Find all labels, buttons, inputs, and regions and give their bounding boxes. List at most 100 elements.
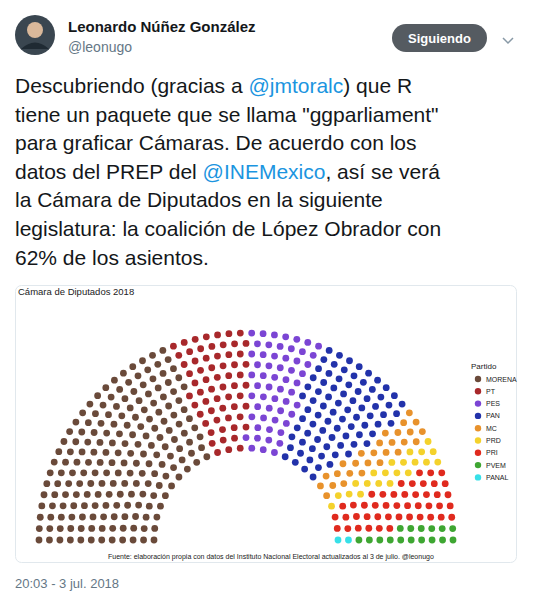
seat bbox=[121, 513, 128, 520]
seat bbox=[407, 525, 414, 532]
seat bbox=[60, 502, 67, 509]
seat bbox=[175, 374, 182, 381]
seat bbox=[144, 366, 151, 373]
seat bbox=[327, 461, 334, 468]
seat bbox=[346, 491, 353, 498]
seat bbox=[77, 537, 84, 544]
seat bbox=[260, 446, 267, 453]
tweet-text: 62% de los asientos. bbox=[15, 246, 209, 269]
seat bbox=[266, 384, 273, 391]
seat bbox=[151, 470, 158, 477]
legend-label: PAN bbox=[486, 412, 500, 419]
seat bbox=[143, 433, 150, 440]
seat bbox=[130, 388, 137, 395]
seat bbox=[162, 492, 169, 499]
seat bbox=[260, 372, 267, 379]
seat bbox=[369, 430, 376, 437]
seat bbox=[310, 397, 317, 404]
seat bbox=[122, 395, 129, 402]
seat bbox=[342, 514, 349, 521]
seat bbox=[428, 525, 435, 532]
seat bbox=[237, 351, 244, 358]
seat bbox=[248, 392, 255, 399]
seat bbox=[43, 480, 50, 487]
seat bbox=[310, 374, 317, 381]
seat bbox=[351, 441, 358, 448]
timestamp: 20:03 - 3 jul. 2018 bbox=[15, 576, 119, 591]
seat bbox=[49, 502, 56, 509]
seat bbox=[332, 514, 339, 521]
seat bbox=[88, 537, 95, 544]
seat bbox=[427, 514, 434, 521]
seat bbox=[226, 330, 233, 337]
seat bbox=[439, 537, 446, 544]
seat bbox=[58, 469, 65, 476]
seat bbox=[310, 421, 317, 428]
tweet-text-line: datos del PREP del @INEMexico, así se ve… bbox=[15, 160, 440, 183]
seat bbox=[277, 407, 284, 414]
seat bbox=[386, 402, 393, 409]
seat bbox=[328, 503, 335, 510]
seat bbox=[231, 382, 238, 389]
seat bbox=[153, 514, 160, 521]
seat bbox=[318, 453, 325, 460]
seat bbox=[58, 514, 65, 521]
seat bbox=[343, 433, 350, 440]
seat bbox=[364, 480, 371, 487]
seat bbox=[423, 491, 430, 498]
seat bbox=[99, 525, 106, 532]
seat bbox=[161, 418, 168, 425]
seat bbox=[254, 340, 261, 347]
seat bbox=[167, 453, 174, 460]
seat bbox=[266, 362, 273, 369]
seat bbox=[248, 330, 255, 337]
follow-button[interactable] bbox=[392, 24, 487, 52]
seat bbox=[350, 397, 357, 404]
seat bbox=[277, 364, 284, 371]
seat bbox=[219, 405, 226, 412]
seat bbox=[323, 473, 330, 480]
seat bbox=[396, 514, 403, 521]
seat bbox=[243, 361, 250, 368]
seat bbox=[100, 402, 107, 409]
seat bbox=[243, 434, 250, 441]
seat bbox=[400, 459, 407, 466]
seat bbox=[121, 480, 128, 487]
seat bbox=[314, 436, 321, 443]
seat bbox=[365, 525, 372, 532]
seat bbox=[418, 537, 425, 544]
seat bbox=[198, 444, 205, 451]
seat bbox=[135, 372, 142, 379]
seat bbox=[413, 419, 420, 426]
seat bbox=[137, 423, 144, 430]
seat bbox=[51, 459, 58, 466]
seat bbox=[400, 419, 407, 426]
seat bbox=[289, 433, 296, 440]
seat bbox=[372, 403, 379, 410]
seat bbox=[383, 502, 390, 509]
seat bbox=[418, 448, 425, 455]
seat bbox=[127, 470, 134, 477]
menu-chevron[interactable] bbox=[503, 38, 513, 43]
seat bbox=[208, 429, 215, 436]
author-name: Leonardo Núñez González bbox=[68, 18, 256, 35]
seat bbox=[88, 525, 95, 532]
seat bbox=[243, 403, 250, 410]
seat bbox=[376, 440, 383, 447]
seat bbox=[408, 537, 415, 544]
seat bbox=[393, 502, 400, 509]
tweet-text: la Cámara de Diputados en la siguiente bbox=[15, 188, 383, 211]
seat bbox=[79, 449, 86, 456]
seat bbox=[102, 384, 109, 391]
seat bbox=[46, 525, 53, 532]
seat bbox=[315, 365, 322, 372]
seat bbox=[214, 395, 221, 402]
seat bbox=[315, 464, 322, 471]
seat bbox=[404, 502, 411, 509]
seat bbox=[383, 384, 390, 391]
seat bbox=[365, 459, 372, 466]
seat bbox=[335, 537, 342, 544]
seat bbox=[116, 386, 123, 393]
seat bbox=[124, 502, 131, 509]
seat bbox=[260, 393, 267, 400]
